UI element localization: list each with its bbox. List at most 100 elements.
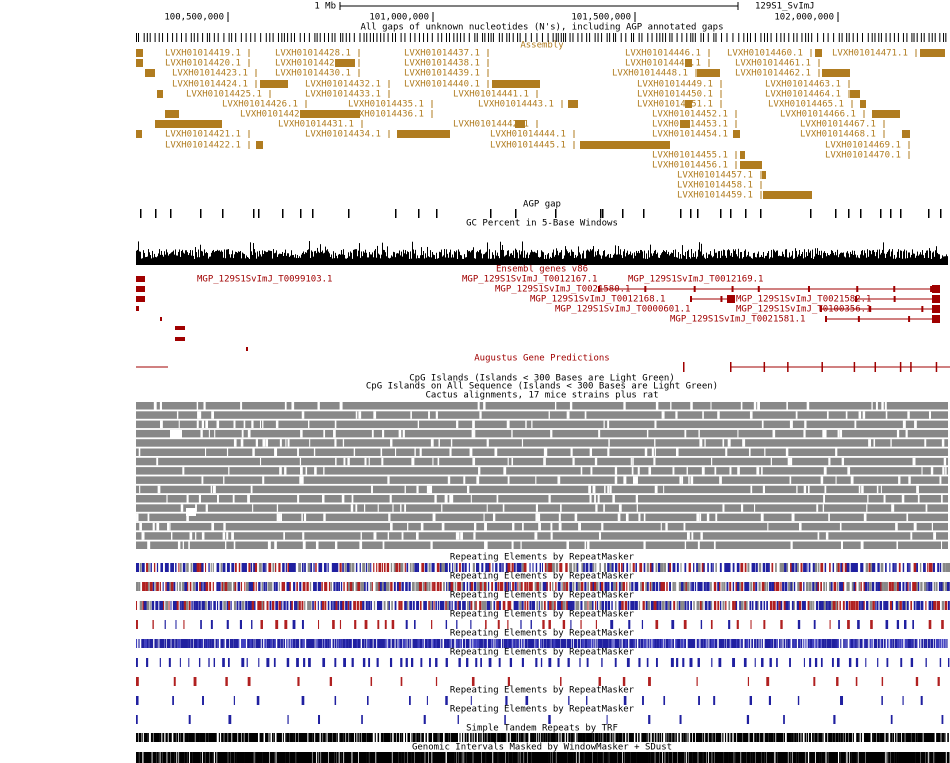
repeat-mark — [573, 752, 576, 763]
repeat-mark — [320, 563, 323, 572]
gc-bar — [613, 254, 614, 265]
repeat-mark — [607, 582, 610, 591]
repeat-mark — [649, 563, 653, 572]
repeat-mark — [411, 733, 413, 742]
gc-bar — [750, 256, 751, 265]
repeat-mark — [198, 752, 201, 763]
repeat-mark — [359, 733, 362, 742]
repeat-mark — [754, 563, 756, 572]
repeat-mark — [565, 752, 568, 763]
repeat-mark — [700, 620, 703, 629]
repeat-mark — [614, 601, 617, 610]
gap-mark — [552, 33, 554, 42]
repeat-mark — [719, 752, 722, 763]
repeat-mark — [672, 639, 674, 648]
gc-bar — [557, 250, 558, 265]
repeat-mark — [188, 658, 190, 667]
repeat-mark — [608, 733, 610, 742]
repeat-mark — [858, 733, 860, 742]
repeat-mark — [636, 601, 638, 610]
gc-bar — [452, 254, 453, 265]
repeat-mark — [341, 639, 343, 648]
gc-bar — [483, 254, 484, 265]
repeat-mark — [383, 733, 385, 742]
alignment-gap — [715, 513, 718, 522]
repeat-mark — [223, 752, 227, 763]
repeat-mark — [705, 733, 708, 742]
repeat-mark — [874, 752, 876, 763]
repeat-mark — [391, 601, 393, 610]
gc-bar — [438, 258, 439, 265]
gc-bar — [684, 255, 685, 265]
gc-bar — [877, 249, 878, 265]
repeat-mark — [680, 563, 682, 572]
repeat-mark — [884, 601, 888, 610]
gap-mark — [638, 33, 640, 42]
repeat-mark — [491, 639, 494, 648]
gc-bar — [189, 253, 190, 265]
repeat-mark — [648, 752, 651, 763]
alignment-gap — [594, 457, 598, 466]
repeat-mark — [541, 639, 544, 648]
gap-mark — [743, 33, 745, 42]
repeat-mark — [762, 563, 766, 572]
repeat-mark — [152, 752, 156, 763]
repeat-mark — [143, 733, 147, 742]
repeat-mark — [753, 752, 756, 763]
repeat-mark — [247, 752, 251, 763]
gc-bar — [385, 252, 386, 265]
gc-bar — [310, 257, 311, 265]
alignment-gap — [136, 513, 139, 522]
repeat-mark — [617, 639, 620, 648]
repeat-mark — [262, 563, 265, 572]
repeat-mark — [449, 601, 451, 610]
repeat-mark — [337, 752, 339, 763]
repeat-mark — [456, 620, 458, 629]
repeat-mark — [378, 639, 381, 648]
repeat-mark — [516, 733, 519, 742]
repeat-mark — [443, 752, 445, 763]
repeat-mark — [451, 639, 454, 648]
repeat-mark — [479, 601, 482, 610]
contig-label: LVXH01014460.1 — [727, 49, 803, 59]
gc-bar — [779, 255, 780, 265]
alignment-gap — [868, 439, 872, 447]
repeat-mark — [435, 601, 437, 610]
repeat-mark — [249, 733, 252, 742]
repeat-mark — [208, 658, 210, 667]
gap-mark — [345, 33, 347, 42]
alignment-row — [136, 532, 948, 540]
agp-gap-mark — [282, 209, 284, 218]
repeat-mark — [343, 582, 345, 591]
alignment-gap — [420, 522, 424, 531]
repeat-mark — [590, 752, 592, 763]
gc-bar — [775, 252, 776, 265]
repeat-mark — [771, 752, 774, 763]
repeat-mark — [646, 658, 649, 667]
repeat-mark — [840, 733, 843, 742]
repeat-mark — [829, 563, 831, 572]
repeat-mark — [455, 733, 458, 742]
gc-bar — [705, 258, 706, 265]
alignment-gap — [198, 495, 201, 503]
repeat-mark — [744, 752, 747, 763]
gap-mark — [530, 33, 532, 42]
alignment-gap — [535, 504, 539, 512]
repeat-mark — [285, 733, 287, 742]
alignment-gap — [216, 420, 220, 429]
gc-bar — [669, 255, 670, 265]
repeat-mark — [885, 563, 887, 572]
alignment-gap — [917, 495, 920, 503]
gc-bar — [820, 255, 821, 265]
repeat-mark — [613, 752, 616, 763]
repeat-mark — [543, 639, 547, 648]
alignment-gap — [223, 476, 225, 484]
gap-mark — [541, 33, 543, 42]
repeat-mark — [400, 639, 403, 648]
gc-bar — [161, 250, 162, 265]
repeat-mark — [139, 563, 142, 572]
alignment-gap — [895, 522, 898, 531]
repeat-mark — [354, 733, 357, 742]
repeat-mark — [818, 563, 820, 572]
repeat-mark — [575, 582, 578, 591]
